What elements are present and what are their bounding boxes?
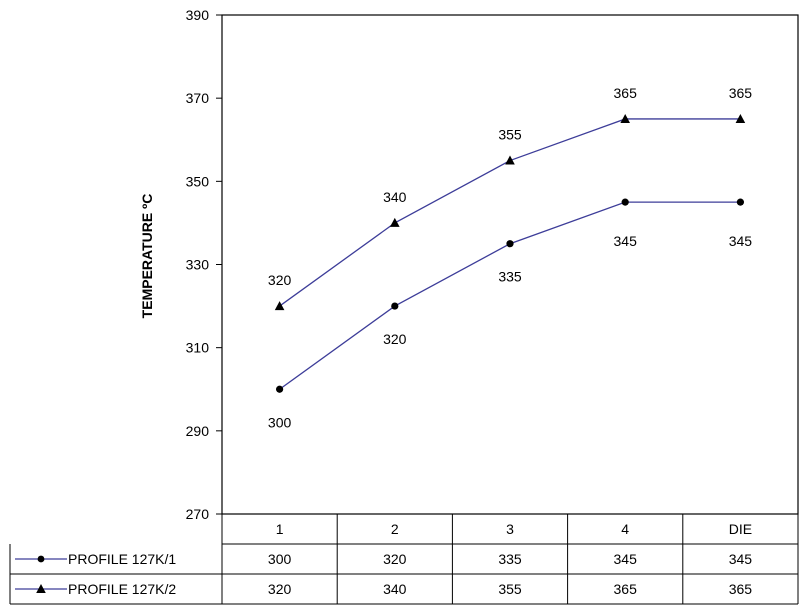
legend-series-name: PROFILE 127K/2: [68, 581, 176, 597]
data-point-circle: [276, 385, 284, 393]
data-point-triangle: [735, 113, 746, 123]
data-point-triangle: [274, 301, 285, 311]
data-point-triangle: [505, 155, 515, 165]
x-category-label: 2: [391, 521, 399, 537]
table-cell-value: 340: [383, 581, 407, 597]
series-line: [279, 201, 741, 390]
x-category-label: 1: [276, 521, 284, 537]
data-label: 320: [268, 272, 292, 288]
y-tick-label: 330: [186, 257, 210, 273]
data-point-triangle: [390, 217, 400, 227]
legend-marker-circle: [37, 555, 45, 563]
y-tick-label: 270: [186, 506, 210, 522]
data-label: 300: [268, 414, 292, 430]
data-point-triangle: [620, 113, 630, 123]
table-cell-value: 355: [498, 581, 522, 597]
x-category-label: 4: [621, 521, 629, 537]
data-table: 1 2 3 4 DIE PROFILE 127K/1 300 320 335 345 345 PROF…: [9, 514, 799, 605]
data-point-circle: [506, 240, 514, 248]
y-tick-label: 370: [186, 90, 210, 106]
data-point-circle: [391, 302, 399, 310]
data-label: 320: [383, 331, 407, 347]
table-cell-value: 320: [383, 551, 407, 567]
data-label: 340: [383, 189, 407, 205]
data-point-circle: [621, 198, 629, 206]
x-category-label: DIE: [729, 521, 752, 537]
plot-area-border: [221, 14, 799, 515]
y-tick-label: 290: [186, 423, 210, 439]
table-cell-value: 320: [268, 581, 292, 597]
table-cell-value: 365: [614, 581, 638, 597]
table-cell-value: 345: [729, 551, 753, 567]
table-cell-value: 365: [729, 581, 753, 597]
data-label: 355: [498, 127, 522, 143]
plot-frame: [221, 14, 799, 515]
y-tick-label: 390: [186, 7, 210, 23]
table-cell-value: 345: [614, 551, 638, 567]
legend-series-name: PROFILE 127K/1: [68, 551, 176, 567]
table-cell-value: 335: [498, 551, 522, 567]
y-axis-label: TEMPERATURE ºC: [139, 194, 155, 319]
data-label: 365: [729, 85, 753, 101]
table-cell-value: 300: [268, 551, 292, 567]
y-tick-label: 350: [186, 173, 210, 189]
x-category-label: 3: [506, 521, 514, 537]
data-label: 365: [614, 85, 638, 101]
y-tick-label: 310: [186, 340, 210, 356]
series-layer: 300 320 335 345 345 320 340 355 365 365: [268, 85, 752, 430]
data-label: 335: [498, 269, 522, 285]
data-label: 345: [614, 233, 638, 249]
y-axis-ticks: 270 290 310 330 350 370 390: [186, 7, 222, 522]
legend-marker-triangle: [36, 584, 46, 593]
data-label: 345: [729, 233, 753, 249]
data-point-circle: [736, 198, 745, 206]
